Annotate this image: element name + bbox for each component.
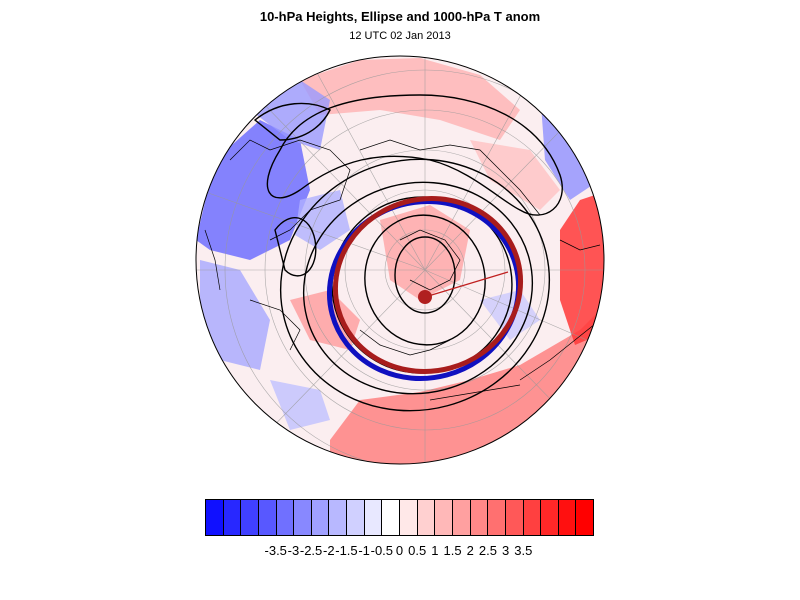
- colorbar-tick-label: 3.5: [514, 543, 533, 558]
- colorbar-swatch: [523, 500, 542, 535]
- colorbar-tick-label: -3.5: [264, 543, 287, 558]
- colorbar-tick-label: -2: [322, 543, 335, 558]
- cold-anomaly-south: [270, 380, 330, 430]
- colorbar-swatch: [470, 500, 489, 535]
- colorbar-swatch: [329, 500, 348, 535]
- colorbar-swatch: [364, 500, 383, 535]
- colorbar-tick-label: 0: [395, 543, 404, 558]
- height-contours: [253, 94, 563, 412]
- cold-anomaly-east: [480, 290, 540, 340]
- map-subtitle: 12 UTC 02 Jan 2013: [349, 30, 451, 42]
- colorbar-tick-label: 1.5: [443, 543, 462, 558]
- map-title: 10-hPa Heights, Ellipse and 1000-hPa T a…: [259, 9, 541, 24]
- colorbar-swatch: [488, 500, 506, 535]
- map-field: [196, 56, 604, 464]
- colorbar-swatch: [294, 500, 312, 535]
- colorbar-swatch: [206, 500, 224, 535]
- ellipse-axis: [424, 271, 509, 298]
- colorbar-tick-label: 0.5: [408, 543, 427, 558]
- colorbar-labels: -3.5 -3 -2.5 -2 -1.5 -1 -0.5 0 0.5 1 1.5 2 2.5 3 3.5: [0, 543, 800, 563]
- colorbar-swatch: [576, 500, 594, 535]
- colorbar-tick-label: -3: [287, 543, 300, 558]
- globe-outline: [195, 55, 605, 465]
- colorbar-tick-label: 3: [501, 543, 510, 558]
- colorbar-swatch: [452, 500, 471, 535]
- colorbar-swatch: [241, 500, 259, 535]
- vortex-ellipses: [326, 196, 524, 381]
- vortex-center-marker: [418, 290, 432, 304]
- colorbar: [205, 499, 594, 536]
- cold-anomaly-sw: [200, 260, 270, 370]
- ellipse-red: [332, 196, 524, 374]
- colorbar-tick-label: 2: [466, 543, 474, 558]
- colorbar-tick-label: 2.5: [478, 543, 497, 558]
- colorbar-swatch: [400, 500, 418, 535]
- colorbar-swatch: [382, 500, 401, 535]
- colorbar-tick-label: -0.5: [370, 543, 394, 558]
- warm-anomaly-ne: [470, 140, 560, 210]
- colorbar-tick-label: -1.5: [335, 543, 358, 558]
- colorbar-swatch: [541, 500, 559, 535]
- colorbar-swatch: [223, 500, 242, 535]
- warm-anomaly-north: [300, 58, 520, 140]
- colorbar-swatch: [558, 500, 577, 535]
- colorbar-tick-label: 1: [431, 543, 439, 558]
- colorbar-swatch: [276, 500, 295, 535]
- colorbar-swatch: [505, 500, 524, 535]
- colorbar-swatch: [258, 500, 277, 535]
- cold-anomaly-mid: [295, 190, 350, 250]
- colorbar-tick-label: -2.5: [299, 543, 323, 558]
- colorbar-swatch: [347, 500, 365, 535]
- colorbar-tick-label: -1: [358, 543, 370, 558]
- colorbar-swatch: [435, 500, 453, 535]
- colorbar-swatch: [311, 500, 330, 535]
- colorbar-swatch: [417, 500, 436, 535]
- coastlines: [204, 139, 601, 401]
